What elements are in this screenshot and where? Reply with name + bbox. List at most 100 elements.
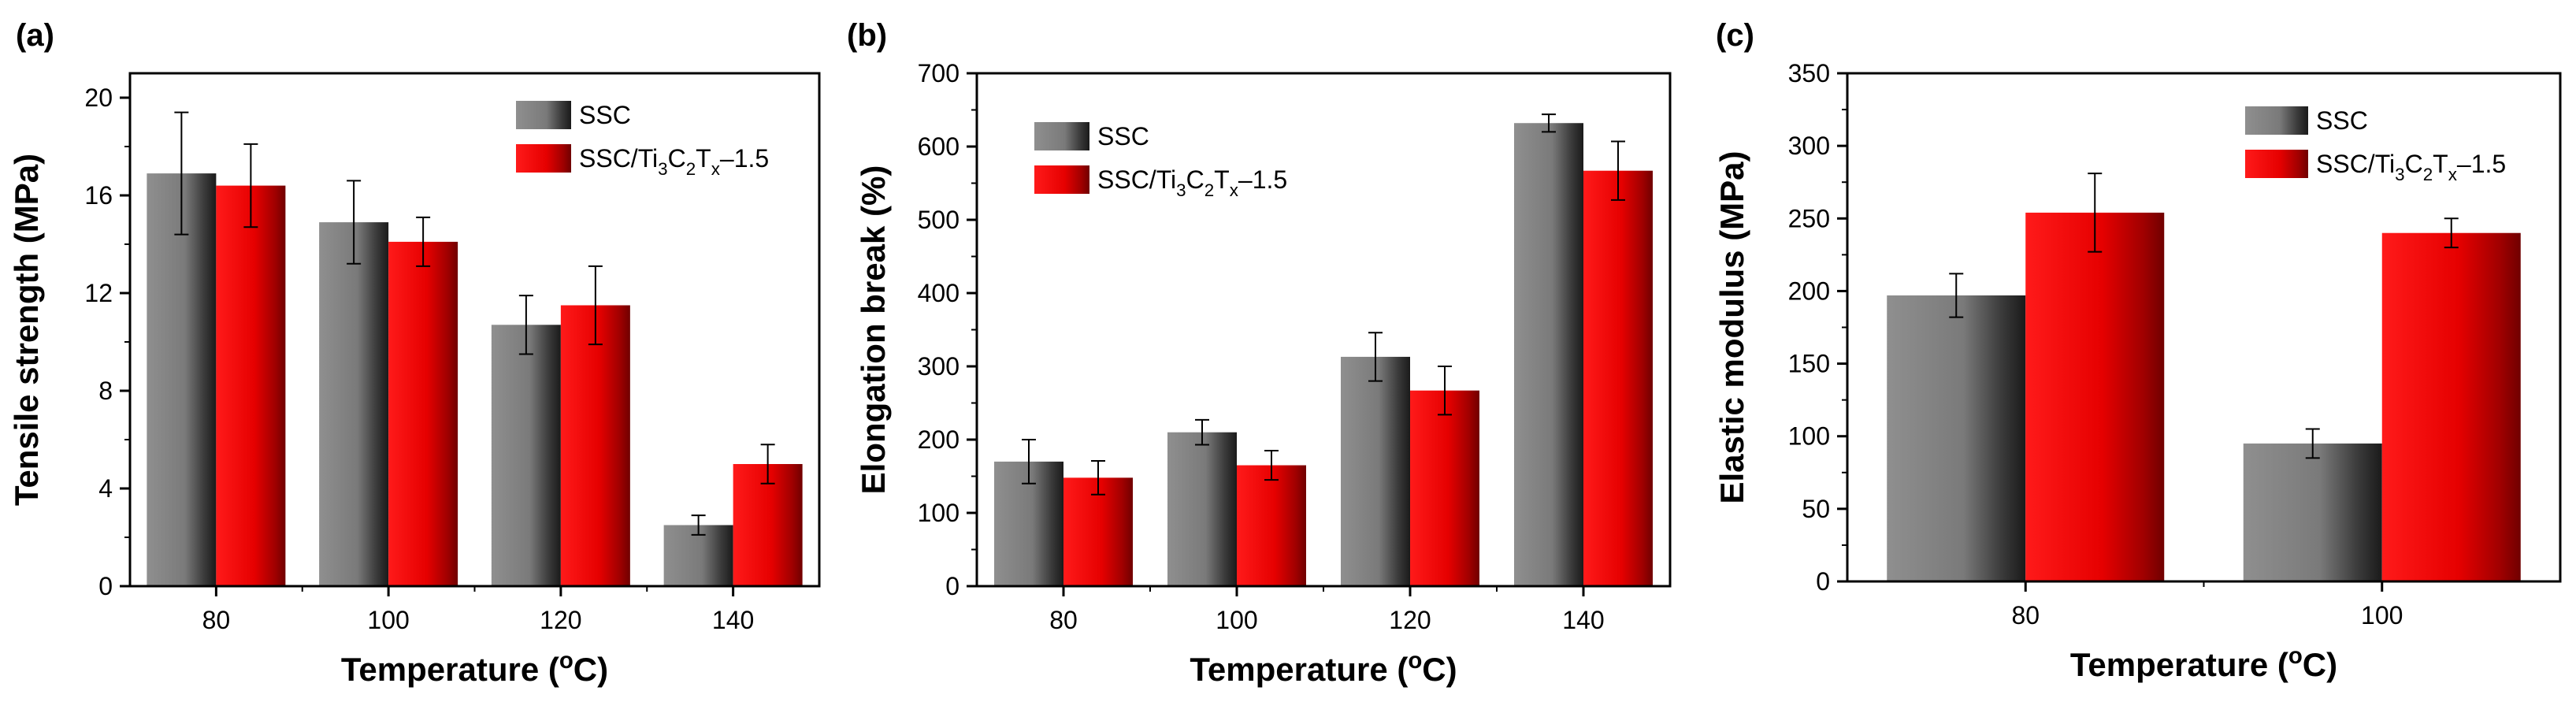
x-tick-label: 100 xyxy=(2361,601,2403,629)
legend-label-part: x xyxy=(2448,165,2457,184)
x-axis-title-part: Temperature ( xyxy=(341,651,559,688)
bar-ssc-80 xyxy=(147,173,217,587)
x-axis-title-part: C) xyxy=(1422,651,1457,688)
legend-label-ssc-ti3c2tx: SSC/Ti3C2Tx–1.5 xyxy=(2316,150,2506,184)
x-tick-label: 140 xyxy=(1562,606,1604,634)
y-tick-label: 100 xyxy=(1788,422,1830,451)
x-axis-title-part: o xyxy=(1408,648,1422,674)
y-tick-label: 250 xyxy=(1788,204,1830,232)
legend-label-ssc-ti3c2tx: SSC/Ti3C2Tx–1.5 xyxy=(579,144,769,179)
y-tick-label: 0 xyxy=(1816,567,1830,596)
legend-label-ssc-ti3c2tx: SSC/Ti3C2Tx–1.5 xyxy=(1097,165,1287,200)
panel-label: (b) xyxy=(847,18,887,53)
legend-label-part: SSC/Ti xyxy=(579,144,658,173)
y-tick-label: 100 xyxy=(918,499,960,527)
legend: SSC SSC/Ti3C2Tx–1.5 xyxy=(1034,122,1287,200)
bar-ssc-100 xyxy=(1167,432,1237,586)
bar-ssc-ti3c2tx-120 xyxy=(560,305,630,586)
bar-ssc-ti3c2tx-80 xyxy=(1063,477,1133,586)
y-tick-label: 8 xyxy=(98,377,113,405)
bar-ssc-100 xyxy=(2243,443,2382,581)
y-tick-label: 200 xyxy=(918,425,960,454)
x-axis-title-part: C) xyxy=(573,651,608,688)
y-tick-label: 350 xyxy=(1788,59,1830,87)
panel-b: (b) 0 100 200 300 400 500 600 700 80 100 120 140 Temp… xyxy=(847,18,1672,688)
x-tick-label: 100 xyxy=(367,606,409,634)
x-tick-label: 100 xyxy=(1216,606,1257,634)
legend-label-part: 3 xyxy=(2395,165,2404,184)
bar-ssc-ti3c2tx-80 xyxy=(216,185,286,586)
panel-label: (a) xyxy=(16,18,54,53)
legend-label-part: T xyxy=(696,144,711,173)
y-tick-label: 50 xyxy=(1802,495,1830,523)
x-axis-title-part: o xyxy=(2288,643,2303,669)
legend-label-part: C xyxy=(668,144,686,173)
x-tick-label: 120 xyxy=(540,606,581,634)
y-tick-label: 300 xyxy=(1788,132,1830,160)
x-tick-label: 80 xyxy=(2011,601,2040,629)
y-tick-label: 4 xyxy=(98,474,113,503)
legend-swatch-ssc-ti3c2tx xyxy=(1034,165,1089,194)
panel-label: (c) xyxy=(1716,18,1754,53)
bar-ssc-ti3c2tx-140 xyxy=(1583,170,1653,586)
y-tick-label: 150 xyxy=(1788,350,1830,378)
legend-label-part: –1.5 xyxy=(2457,150,2506,178)
legend-label-part: T xyxy=(1214,165,1230,194)
legend-swatch-ssc xyxy=(516,101,571,129)
legend-label-part: –1.5 xyxy=(1238,165,1287,194)
x-tick-label: 80 xyxy=(1049,606,1078,634)
x-axis-title-part: o xyxy=(559,648,573,674)
x-axis-title: Temperature (oC) xyxy=(1190,648,1457,688)
bar-ssc-ti3c2tx-140 xyxy=(733,464,803,586)
y-tick-label: 600 xyxy=(918,132,960,161)
legend-label-part: C xyxy=(2405,150,2423,178)
y-tick-label: 0 xyxy=(945,572,960,600)
bar-ssc-ti3c2tx-100 xyxy=(2381,232,2521,581)
x-axis-title: Temperature (oC) xyxy=(341,648,608,688)
y-axis-title: Elongation break (%) xyxy=(855,165,892,495)
legend-label-part: x xyxy=(711,159,720,179)
legend-swatch-ssc-ti3c2tx xyxy=(516,144,571,173)
legend-label-part: SSC/Ti xyxy=(2316,150,2395,178)
legend-label-ssc: SSC xyxy=(2316,106,2368,135)
y-tick-label: 700 xyxy=(918,59,960,87)
legend-label-ssc: SSC xyxy=(1097,122,1149,150)
legend-label-part: SSC/Ti xyxy=(1097,165,1176,194)
y-axis-title: Tensile strength (MPa) xyxy=(8,154,45,506)
x-tick-label: 80 xyxy=(202,606,231,634)
x-tick-label: 140 xyxy=(712,606,754,634)
bar-ssc-120 xyxy=(491,325,561,586)
bar-ssc-80 xyxy=(1887,295,2026,581)
legend-label-part: SSC xyxy=(1097,122,1149,150)
legend-label-part: 3 xyxy=(1176,180,1186,200)
legend: SSC SSC/Ti3C2Tx–1.5 xyxy=(2245,106,2506,184)
bar-ssc-ti3c2tx-100 xyxy=(1237,465,1306,586)
y-tick-label: 16 xyxy=(84,181,113,210)
y-tick-label: 500 xyxy=(918,206,960,234)
y-tick-label: 400 xyxy=(918,279,960,307)
legend-label-part: 3 xyxy=(658,159,667,179)
legend-label-part: SSC xyxy=(579,101,631,129)
bar-ssc-140 xyxy=(1514,123,1583,587)
legend: SSC SSC/Ti3C2Tx–1.5 xyxy=(516,101,769,179)
x-axis-title-part: C) xyxy=(2303,646,2337,683)
x-axis-title-part: Temperature ( xyxy=(1190,651,1408,688)
legend-label-part: C xyxy=(1186,165,1204,194)
x-tick-label: 120 xyxy=(1389,606,1431,634)
y-axis-title: Elastic modulus (MPa) xyxy=(1713,150,1750,503)
y-tick-label: 200 xyxy=(1788,277,1830,305)
legend-label-part: –1.5 xyxy=(720,144,769,173)
legend-label-part: SSC xyxy=(2316,106,2368,135)
y-tick-label: 0 xyxy=(98,572,113,600)
legend-swatch-ssc-ti3c2tx xyxy=(2245,150,2308,178)
y-tick-label: 300 xyxy=(918,352,960,381)
y-tick-label: 12 xyxy=(84,279,113,307)
legend-label-ssc: SSC xyxy=(579,101,631,129)
bar-ssc-ti3c2tx-80 xyxy=(2025,212,2165,581)
bar-ssc-ti3c2tx-120 xyxy=(1410,390,1479,586)
legend-swatch-ssc xyxy=(1034,122,1089,150)
legend-swatch-ssc xyxy=(2245,106,2308,135)
